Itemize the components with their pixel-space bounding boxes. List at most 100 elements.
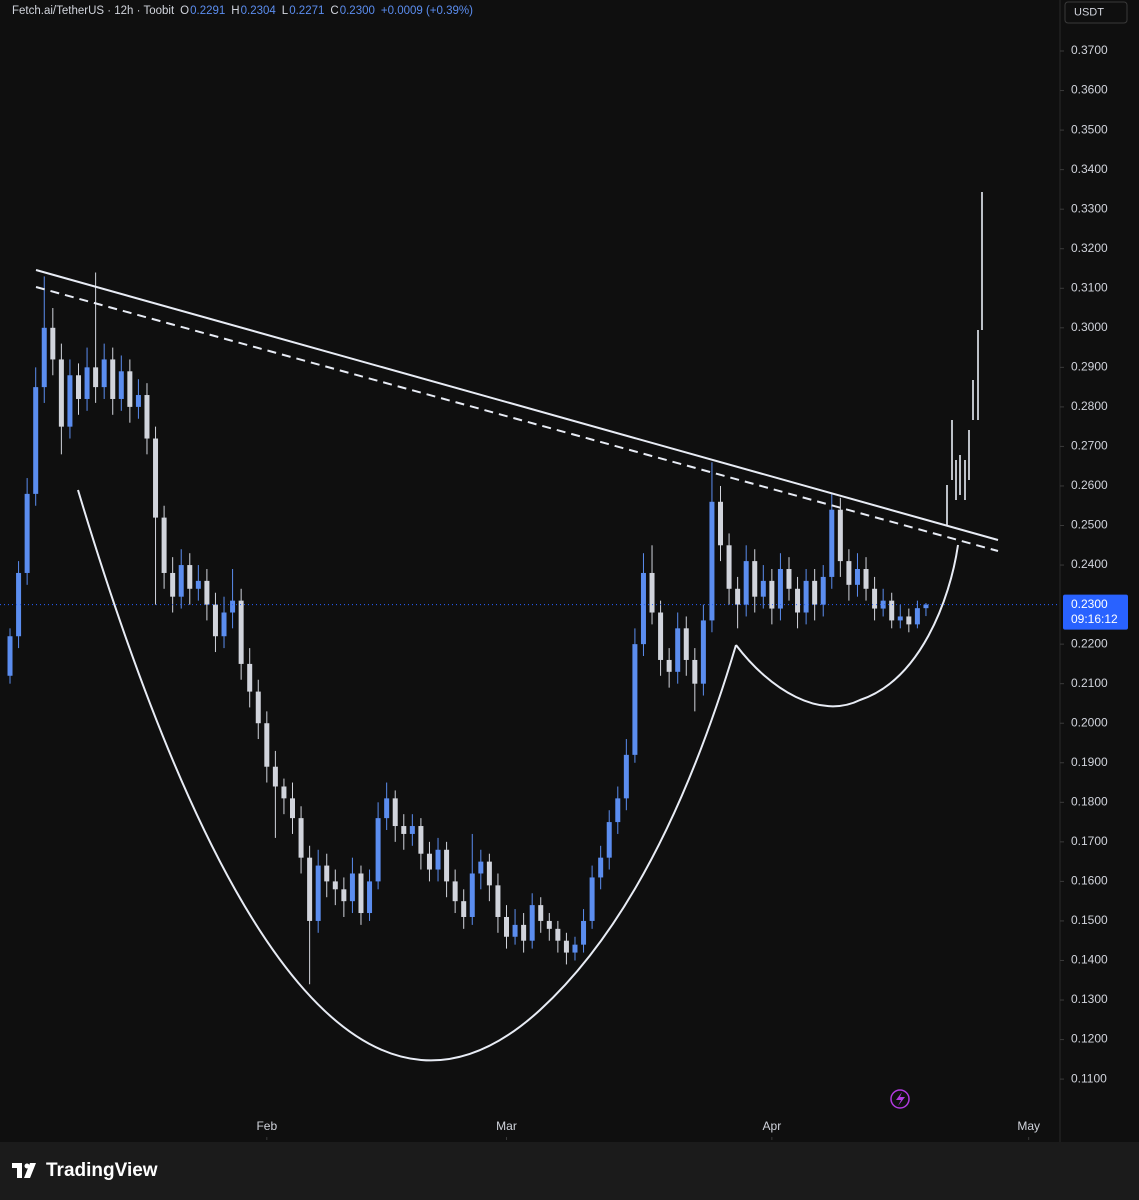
candle-body — [666, 659, 672, 672]
header-text: Fetch.ai/TetherUS · 12h · Toobit — [12, 5, 175, 17]
last-price-box — [1063, 594, 1128, 630]
header-text: L — [282, 5, 289, 17]
candle-body — [914, 608, 920, 625]
y-tick-label: 0.2500 — [1071, 518, 1108, 532]
candle-body — [135, 395, 141, 407]
candle-body — [204, 580, 210, 605]
chart-header: Fetch.ai/TetherUS · 12h · Toobit O0.2291 H… — [12, 5, 473, 17]
candle-body — [178, 565, 184, 597]
footer-bar — [0, 1142, 1139, 1200]
candle-body — [358, 873, 364, 914]
candle-body — [392, 798, 398, 827]
y-tick-label: 0.1900 — [1071, 755, 1108, 769]
y-tick-label: 0.3700 — [1071, 43, 1108, 57]
candle-body — [452, 881, 458, 902]
candle-body — [777, 569, 783, 609]
y-tick-label: 0.1100 — [1071, 1071, 1107, 1085]
candle-body — [812, 580, 818, 605]
candle-body — [683, 628, 689, 660]
brand-mark-dot — [24, 1163, 30, 1169]
candle-body — [606, 822, 612, 858]
drawings — [35, 192, 999, 1062]
y-tick-label: 0.2000 — [1071, 715, 1108, 729]
trendline-dashed — [35, 286, 999, 552]
y-tick-label: 0.3600 — [1071, 83, 1108, 97]
candle-body — [529, 905, 535, 941]
candle-body — [658, 612, 664, 660]
candle-body — [127, 371, 133, 407]
candle-body — [230, 600, 236, 613]
y-tick-label: 0.1500 — [1071, 913, 1108, 927]
candle-body — [829, 509, 835, 577]
candle-body — [67, 375, 73, 427]
candle-body — [598, 857, 604, 878]
candle-body — [700, 620, 706, 684]
brand-logo: TradingView — [12, 1160, 158, 1181]
candle-body — [349, 873, 355, 902]
y-tick-label: 0.3300 — [1071, 201, 1108, 215]
y-tick-label: 0.1800 — [1071, 794, 1108, 808]
currency-button[interactable] — [1064, 1, 1128, 24]
y-tick-label: 0.1200 — [1071, 1032, 1108, 1046]
y-tick-label: 0.2200 — [1071, 636, 1108, 650]
candle-body — [589, 877, 595, 921]
candle-body — [786, 569, 792, 589]
x-tick-label: Feb — [256, 1119, 277, 1133]
candle-body — [495, 885, 501, 917]
candle-body — [923, 604, 929, 609]
candle-body — [504, 916, 510, 937]
candle-body — [718, 501, 724, 546]
alert-icon-bolt — [896, 1092, 905, 1106]
candle-body — [221, 612, 227, 637]
trendline — [35, 269, 999, 541]
candle-body — [563, 940, 569, 953]
header-text: C — [330, 5, 338, 17]
candle-body — [307, 857, 313, 921]
header-text: 0.2300 — [340, 5, 375, 17]
candle-body — [332, 881, 338, 890]
candle-body — [153, 438, 159, 518]
y-tick-label: 0.1700 — [1071, 834, 1108, 848]
candle-body — [863, 569, 869, 589]
candle-body — [615, 798, 621, 823]
y-tick-label: 0.3000 — [1071, 320, 1108, 334]
y-tick-label: 0.2800 — [1071, 399, 1108, 413]
alert-icon[interactable] — [890, 1089, 910, 1109]
candle-body — [709, 501, 715, 621]
candle-body — [238, 600, 244, 664]
x-tick-label: May — [1017, 1119, 1040, 1133]
brand-name: TradingView — [46, 1160, 158, 1181]
candle-body — [255, 691, 261, 724]
y-tick-label: 0.2400 — [1071, 557, 1108, 571]
header-text: 0.2271 — [289, 5, 324, 17]
candle-body — [367, 881, 373, 914]
candle-body — [195, 580, 201, 589]
candle-body — [58, 359, 64, 427]
candle-body — [50, 327, 56, 360]
y-tick-label: 0.3100 — [1071, 280, 1108, 294]
candle-body — [726, 545, 732, 589]
candle-body — [161, 517, 167, 573]
candle-body — [546, 920, 552, 929]
candle-body — [272, 766, 278, 787]
y-tick-label: 0.1400 — [1071, 953, 1108, 967]
candle-body — [409, 826, 415, 834]
candle-body — [760, 580, 766, 597]
candle-body — [632, 644, 638, 755]
candle-body — [101, 359, 107, 388]
candle-body — [93, 367, 99, 388]
y-tick-label: 0.1300 — [1071, 992, 1108, 1006]
candle-body — [444, 849, 450, 882]
candle-body — [110, 359, 116, 399]
y-tick-label: 0.2700 — [1071, 439, 1108, 453]
candle-body — [435, 849, 441, 870]
candle-body — [375, 818, 381, 882]
candle-body — [623, 754, 629, 799]
candle-body — [675, 628, 681, 672]
handle-curve — [735, 544, 959, 708]
y-tick-label: 0.2900 — [1071, 360, 1108, 374]
candle-body — [486, 861, 492, 886]
candle-body — [640, 572, 646, 645]
y-tick-label: 0.3500 — [1071, 122, 1108, 136]
